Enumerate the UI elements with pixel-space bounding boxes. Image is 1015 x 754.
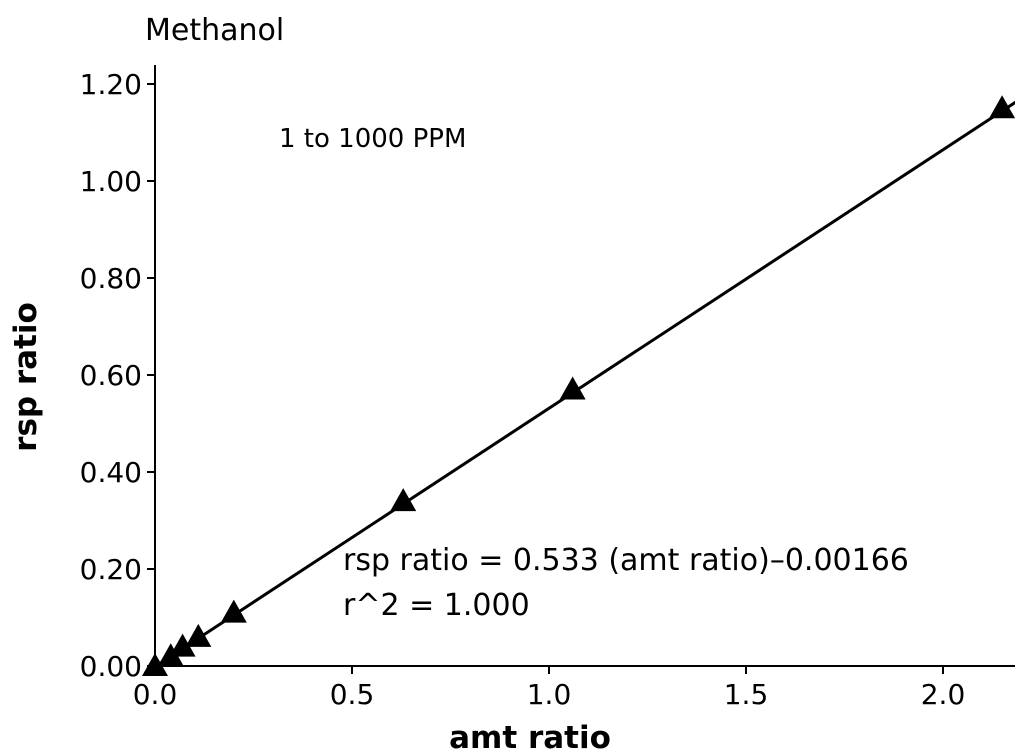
r-squared-label: r^2 = 1.000 [343,588,530,623]
data-points [142,95,1015,676]
y-axis-title: rsp ratio [8,302,44,452]
data-point-triangle [185,623,212,647]
y-tick-label: 0.40 [80,456,142,489]
x-axis-title: amt ratio [449,720,611,754]
y-axis-ticks: 0.00 0.20 0.40 0.60 0.80 1.00 1.20 [80,68,155,683]
x-axis-ticks: 0.0 0.5 1.0 1.5 2.0 [133,666,966,711]
data-point-triangle [220,599,247,623]
y-tick-label: 0.20 [80,553,142,586]
x-tick-label: 0.5 [330,678,375,711]
data-point-triangle [559,376,586,400]
x-tick-label: 1.5 [724,678,769,711]
fit-equation: rsp ratio = 0.533 (amt ratio)–0.00166 [343,543,909,578]
x-tick-label: 0.0 [133,678,178,711]
x-tick-label: 2.0 [921,678,966,711]
y-tick-label: 0.80 [80,262,142,295]
y-tick-label: 1.00 [80,165,142,198]
y-tick-label: 0.60 [80,359,142,392]
fit-line [155,100,1015,668]
x-tick-label: 1.0 [527,678,572,711]
data-point-triangle [989,95,1015,119]
chart-title: Methanol [145,13,284,48]
y-tick-label: 1.20 [80,68,142,101]
concentration-range-label: 1 to 1000 PPM [279,124,466,154]
data-point-triangle [390,488,417,512]
y-tick-label: 0.00 [80,650,142,683]
data-point-triangle [169,633,196,657]
